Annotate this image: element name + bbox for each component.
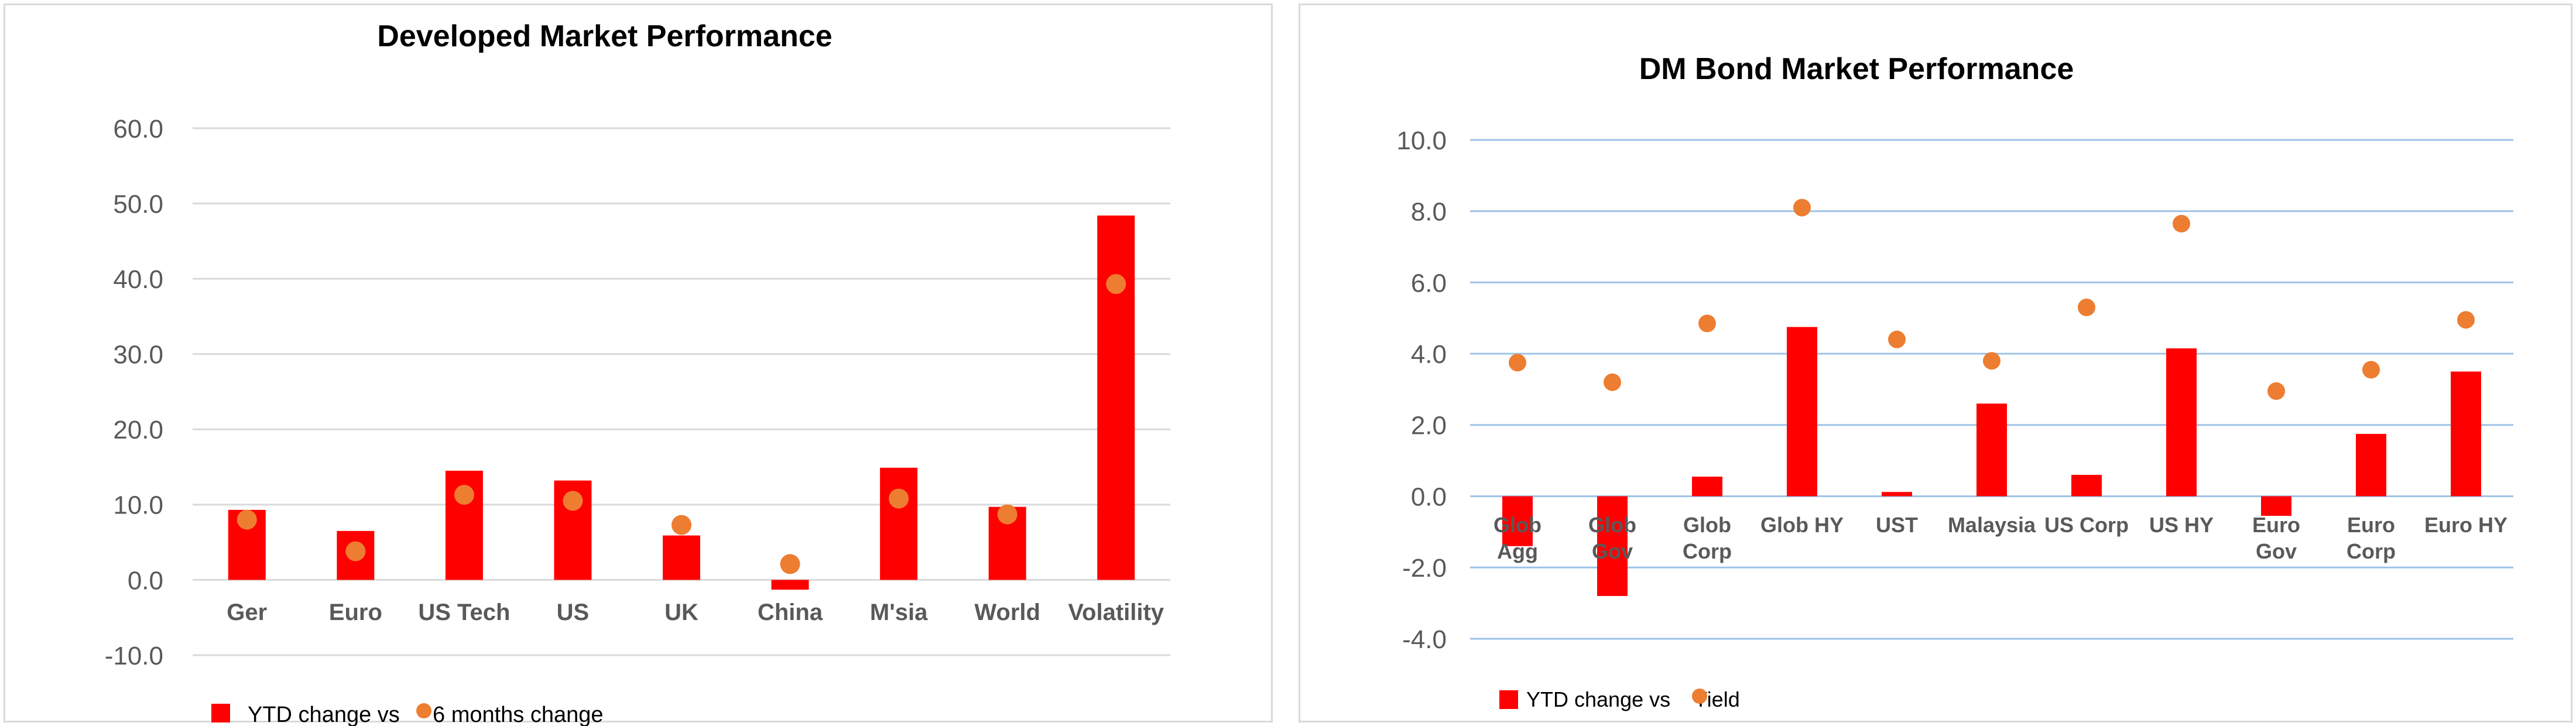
bond-marker-4 [1888,330,1906,348]
bond-x-tick-label: Glob Agg [1493,513,1542,563]
dm-marker-7 [997,504,1018,525]
bond-marker-5 [1983,352,2000,370]
bond-legend-marker-swatch [1692,689,1707,704]
bond-marker-7 [2173,215,2190,233]
bond-marker-8 [2267,382,2285,400]
bond-y-tick-label: 0.0 [1411,482,1447,511]
dm-legend-bar-swatch [211,704,230,722]
bond-marker-1 [1604,373,1621,391]
dm-y-tick-label: 40.0 [113,265,163,294]
bond-bar-2 [1692,477,1722,496]
dm-y-tick-label: 10.0 [113,491,163,520]
bond-marker-9 [2362,361,2380,379]
dm-bar-8 [1097,215,1135,580]
dm-legend-bar-label: YTD change vs [248,703,400,726]
bond-x-tick-label: Glob HY [1760,513,1844,537]
bond-bar-0 [1502,496,1533,546]
bond-bar-5 [1976,403,2007,496]
developed-market-chart: Developed Market Performance 60.0 50.0 40.0… [105,19,1170,726]
bond-bar-8 [2261,496,2291,516]
bond-x-tick-label: Malaysia [1948,513,2036,537]
bond-marker-3 [1793,198,1811,217]
bond-bar-7 [2166,348,2197,496]
dm-marker-4 [672,515,691,535]
dm-marker-3 [563,491,583,511]
bond-marker-10 [2457,311,2475,329]
dm-legend-marker-swatch [416,703,431,718]
bond-x-tick-label: Euro Corp [2347,513,2396,563]
bond-y-tick-label: 8.0 [1411,198,1447,227]
bond-bar-6 [2071,475,2102,496]
dm-marker-8 [1106,274,1126,294]
dm-y-tick-label: 20.0 [113,416,163,444]
dm-y-tick-label: 60.0 [113,115,163,143]
bond-legend-bar-label: YTD change vs [1526,687,1670,711]
dm-x-tick-label: Euro [329,600,382,625]
bond-market-chart: DM Bond Market Performance 10.0 8.0 6.0 4.0 2… [1396,52,2513,711]
dm-bar-6 [880,467,918,580]
dm-x-tick-label: Volatility [1068,600,1164,625]
bond-bar-3 [1787,327,1817,496]
dm-y-tick-label: 0.0 [128,566,163,595]
bond-y-tick-label: -2.0 [1402,554,1447,583]
dm-x-tick-label: US [557,600,590,625]
dm-x-tick-label: World [974,600,1040,625]
dm-x-tick-label: M'sia [870,600,928,625]
dm-bar-5 [771,580,809,590]
dm-x-tick-label: UK [664,600,698,625]
bond-x-tick-label: Euro HY [2424,513,2508,537]
bond-bar-9 [2356,434,2386,496]
bond-x-tick-label: Glob Gov [1588,513,1636,563]
dm-marker-1 [345,541,366,561]
dm-y-tick-label: -10.0 [105,642,163,670]
dm-bar-4 [663,535,700,580]
bond-x-tick-label: US HY [2149,513,2214,537]
dm-x-tick-label: Ger [227,600,267,625]
bond-market-chart-panel: DM Bond Market Performance 10.0 8.0 6.0 4.0 2… [1299,4,2572,722]
bond-bar-4 [1882,492,1912,496]
dm-x-tick-label: China [758,600,823,625]
bond-y-tick-label: 10.0 [1396,126,1447,155]
bond-marker-0 [1509,354,1526,372]
bond-x-tick-label: UST [1876,513,1918,537]
bond-bar-1 [1597,496,1628,596]
dm-legend-marker-label: 6 months change [433,703,604,726]
bond-y-tick-label: 4.0 [1411,340,1447,369]
dm-y-tick-label: 30.0 [113,341,163,369]
dm-marker-0 [237,509,257,530]
bond-y-tick-label: 2.0 [1411,412,1447,440]
bond-y-tick-label: -4.0 [1402,625,1447,654]
dm-marker-5 [780,554,800,574]
bond-legend-bar-swatch [1499,690,1518,709]
dm-marker-2 [454,485,474,505]
bond-marker-6 [2078,299,2095,317]
dm-x-tick-label: US Tech [418,600,510,625]
bond-x-tick-label: Euro Gov [2252,513,2300,563]
dm-marker-6 [889,488,909,509]
dm-chart-title: Developed Market Performance [377,19,832,53]
developed-market-chart-panel: Developed Market Performance 60.0 50.0 40.0… [4,4,1273,726]
bond-chart-title: DM Bond Market Performance [1639,52,2074,86]
bond-x-tick-label: Glob Corp [1683,513,1732,563]
dm-y-tick-label: 50.0 [113,190,163,218]
bond-y-tick-label: 6.0 [1411,269,1447,297]
bond-x-tick-label: US Corp [2044,513,2129,537]
bond-marker-2 [1698,314,1716,333]
bond-bar-10 [2451,371,2481,496]
